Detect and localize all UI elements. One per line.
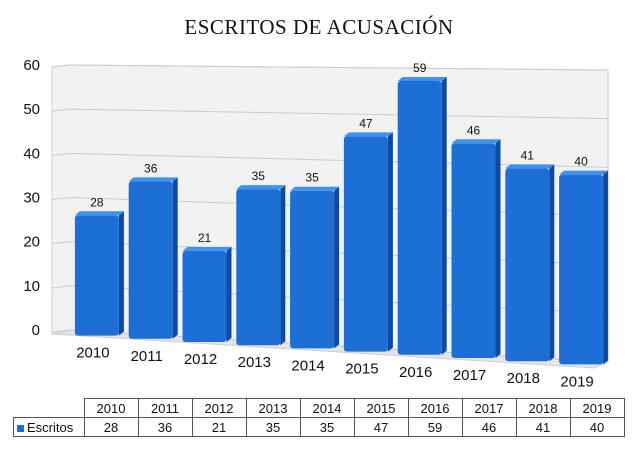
x-tick-label: 2012: [184, 351, 217, 368]
bar: [290, 190, 335, 349]
data-table-series-cell: Escritos: [13, 417, 85, 437]
gridline: [69, 64, 609, 71]
series-name: Escritos: [27, 419, 74, 435]
data-table-year: 2018: [515, 398, 571, 418]
bar: [182, 250, 227, 342]
y-tick-label: 0: [32, 322, 40, 339]
x-tick-label: 2010: [76, 345, 109, 362]
bar-side: [603, 170, 609, 365]
bar-top: [128, 177, 178, 182]
bar-top: [290, 186, 340, 191]
y-tick-label: 40: [23, 145, 40, 162]
data-table-year: 2019: [569, 398, 625, 418]
data-table-value: 35: [245, 417, 301, 437]
bar-side: [280, 185, 286, 346]
x-tick-label: 2011: [131, 348, 163, 365]
data-label: 36: [144, 161, 158, 175]
data-table-value: 40: [569, 417, 625, 437]
plot-area: 0 10 20 30 40 50 60 28 2010 36 2011 21 2012 35 2013 35 2…: [23, 57, 609, 390]
bar-top: [559, 170, 609, 175]
gridline: [51, 152, 71, 156]
bar-top: [182, 246, 232, 251]
data-label: 28: [90, 195, 104, 209]
gridline: [51, 285, 71, 289]
bar: [236, 189, 281, 346]
data-table-year: 2015: [353, 398, 409, 418]
x-tick-label: 2018: [507, 370, 540, 387]
x-tick-label: 2014: [291, 357, 324, 374]
bar-side: [172, 177, 178, 339]
data-table-year: 2014: [299, 398, 355, 418]
data-table-value: 21: [191, 417, 247, 437]
gridline: [51, 64, 71, 68]
bar-top: [236, 185, 286, 190]
data-table-year: 2012: [191, 398, 247, 418]
data-table-value: 41: [515, 417, 571, 437]
bar: [397, 80, 442, 355]
x-tick-label: 2013: [238, 354, 271, 371]
data-label: 35: [305, 171, 319, 185]
gridline: [51, 241, 71, 245]
y-tick-label: 60: [23, 57, 40, 74]
data-table-value: 36: [137, 417, 193, 437]
bar-top: [397, 76, 447, 81]
bar: [451, 143, 496, 358]
bar-top: [343, 132, 393, 137]
data-label: 35: [252, 169, 266, 183]
gridline: [51, 197, 71, 200]
data-table-value: 35: [299, 417, 355, 437]
data-label: 40: [574, 155, 588, 169]
bar: [505, 168, 550, 362]
data-label: 47: [359, 116, 373, 130]
bar-side: [495, 139, 501, 358]
bar-side: [441, 76, 447, 355]
bar-side: [549, 164, 555, 362]
chart-title: ESCRITOS DE ACUSACIÓN: [184, 15, 453, 39]
bar-top: [451, 139, 501, 144]
data-label: 41: [521, 148, 535, 162]
data-table-header-row: 2010 2011 2012 2013 2014 2015 2016 2017 …: [13, 398, 625, 418]
bar: [559, 174, 604, 365]
data-table-value: 28: [83, 417, 139, 437]
data-label: 46: [467, 123, 481, 137]
data-table-year: 2017: [461, 398, 517, 418]
x-tick-label: 2016: [399, 364, 432, 381]
gridline: [69, 108, 609, 120]
data-table-year: 2013: [245, 398, 301, 418]
data-table-value: 46: [461, 417, 517, 437]
bar-side: [334, 186, 340, 349]
data-table-year: 2010: [83, 398, 139, 418]
x-tick-label: 2019: [560, 373, 593, 390]
data-table-value: 47: [353, 417, 409, 437]
bar-top: [505, 164, 555, 169]
data-table-year: 2011: [137, 398, 193, 418]
legend-key-icon: [17, 424, 24, 432]
bar: [74, 215, 119, 336]
bar: [128, 181, 173, 339]
y-tick-label: 50: [23, 101, 40, 118]
data-table-series-row: Escritos 28 36 21 35 35 47 59 46 41 40: [13, 417, 625, 437]
data-label: 21: [198, 231, 212, 245]
bar-side: [387, 132, 393, 352]
chart: ESCRITOS DE ACUSACIÓN 0 10 20 30 40 50 60 28 201…: [23, 15, 609, 390]
data-label: 59: [413, 61, 427, 75]
bar-top: [74, 211, 124, 216]
gridline: [51, 329, 71, 333]
gridline: [51, 108, 71, 112]
y-tick-label: 10: [23, 278, 40, 295]
bar: [343, 136, 388, 352]
data-table-corner: [13, 398, 85, 418]
bar-side: [226, 246, 232, 342]
bar-side: [118, 211, 124, 336]
y-tick-label: 30: [23, 190, 40, 207]
data-table-value: 59: [407, 417, 463, 437]
data-table-year: 2016: [407, 398, 463, 418]
y-tick-label: 20: [23, 234, 40, 251]
x-tick-label: 2015: [345, 361, 378, 378]
data-table: 2010 2011 2012 2013 2014 2015 2016 2017 …: [13, 398, 625, 437]
x-tick-label: 2017: [453, 367, 486, 384]
